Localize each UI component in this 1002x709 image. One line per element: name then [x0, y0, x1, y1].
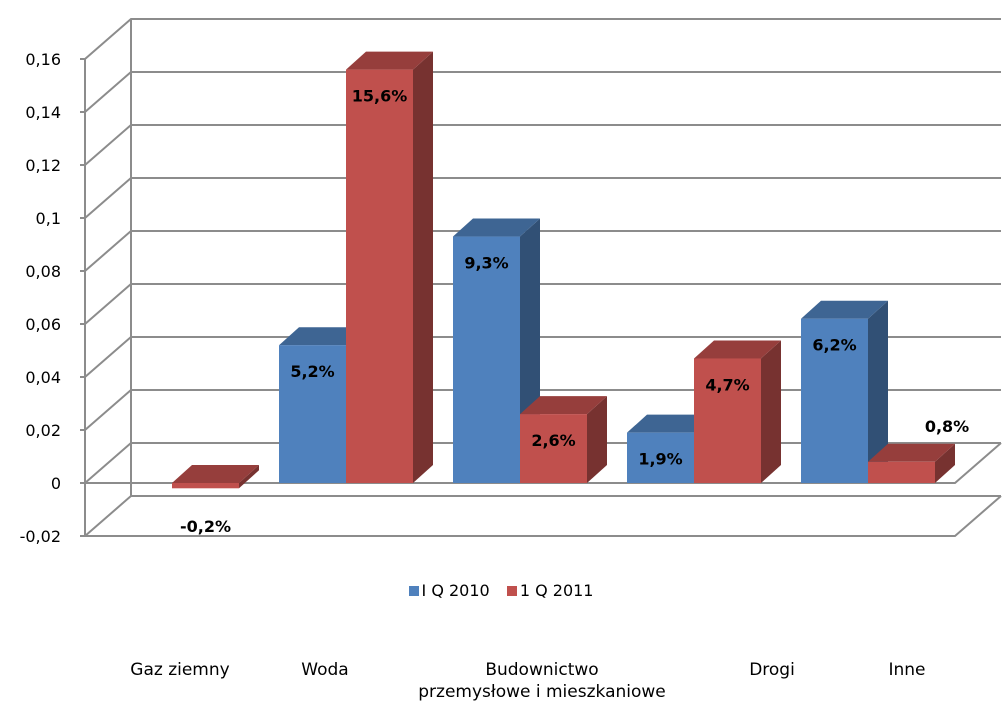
- chart-legend: I Q 2010 1 Q 2011: [0, 581, 1002, 600]
- bar-front: [868, 461, 935, 483]
- legend-swatch-series-1: [408, 585, 419, 596]
- y-tick-label: 0,16: [25, 50, 61, 69]
- legend-item-series-1: I Q 2010: [408, 581, 490, 600]
- legend-swatch-series-2: [506, 585, 517, 596]
- bar-top: [694, 340, 781, 359]
- bar-top: [279, 327, 366, 346]
- gridline: [80, 230, 1001, 272]
- y-tick-label: 0,1: [36, 209, 61, 228]
- x-category-label: Gaz ziemny: [130, 660, 230, 680]
- data-label: 1,9%: [638, 450, 682, 469]
- gridline: [80, 124, 1001, 166]
- x-category-label: Inne: [888, 660, 926, 680]
- bar-2-4: [694, 340, 781, 483]
- y-tick-label: 0,04: [25, 368, 61, 387]
- gridline: [80, 71, 1001, 113]
- data-label: 9,3%: [464, 254, 508, 273]
- legend-item-series-2: 1 Q 2011: [506, 581, 594, 600]
- data-label: 0,8%: [925, 417, 969, 436]
- bar-2-2: [346, 51, 433, 483]
- bar-front: [279, 345, 346, 483]
- y-tick-label: 0,14: [25, 103, 61, 122]
- x-category-label: Budownictwo przemysłowe i mieszkaniowe: [418, 660, 666, 702]
- bar-1-3: [453, 218, 540, 484]
- bar-top: [627, 414, 714, 433]
- bar-front: [172, 483, 239, 489]
- bar-2-5: [868, 443, 955, 483]
- bar-front: [801, 318, 868, 483]
- data-label: 2,6%: [531, 431, 575, 450]
- gridline: [80, 389, 1001, 431]
- gridline: [80, 283, 1001, 325]
- bar-side: [868, 300, 888, 483]
- data-label: 6,2%: [812, 336, 856, 355]
- bar-top: [801, 300, 888, 319]
- bar-front: [346, 69, 413, 483]
- data-label: 15,6%: [352, 87, 408, 106]
- bar-top: [453, 218, 540, 237]
- y-tick-label: -0,02: [20, 527, 61, 546]
- y-tick-label: 0,06: [25, 315, 61, 334]
- bar-side: [761, 340, 781, 483]
- bar-side: [587, 396, 607, 483]
- bar-front: [627, 432, 694, 483]
- bar-front: [453, 236, 520, 483]
- bar-top: [346, 51, 433, 70]
- gridline: [80, 177, 1001, 219]
- gridline: [80, 495, 1001, 537]
- gridline: [80, 336, 1001, 378]
- y-tick-label: 0,12: [25, 156, 61, 175]
- y-tick-label: 0,02: [25, 421, 61, 440]
- bar-front: [520, 414, 587, 483]
- bar-2-3: [520, 396, 607, 483]
- bar-top: [868, 443, 955, 462]
- y-tick-label: 0,08: [25, 262, 61, 281]
- bar-2-1: [172, 465, 259, 489]
- data-label: 5,2%: [290, 362, 334, 381]
- bar-side: [935, 443, 955, 483]
- legend-label-series-1: I Q 2010: [421, 581, 490, 600]
- x-category-label: Woda: [301, 660, 349, 680]
- bar-side: [413, 51, 433, 483]
- x-category-label: Drogi: [749, 660, 795, 680]
- bar-side: [239, 465, 259, 489]
- bar-front: [694, 358, 761, 483]
- floor-bottom-edge: [85, 495, 1002, 537]
- y-tick-label: 0: [51, 474, 61, 493]
- bar-top: [172, 465, 259, 483]
- gridline: [80, 18, 1001, 60]
- legend-label-series-2: 1 Q 2011: [519, 581, 594, 600]
- bar-1-5: [801, 300, 888, 483]
- data-label: 4,7%: [705, 375, 749, 394]
- bar-top: [520, 396, 607, 415]
- data-label: -0,2%: [180, 517, 231, 536]
